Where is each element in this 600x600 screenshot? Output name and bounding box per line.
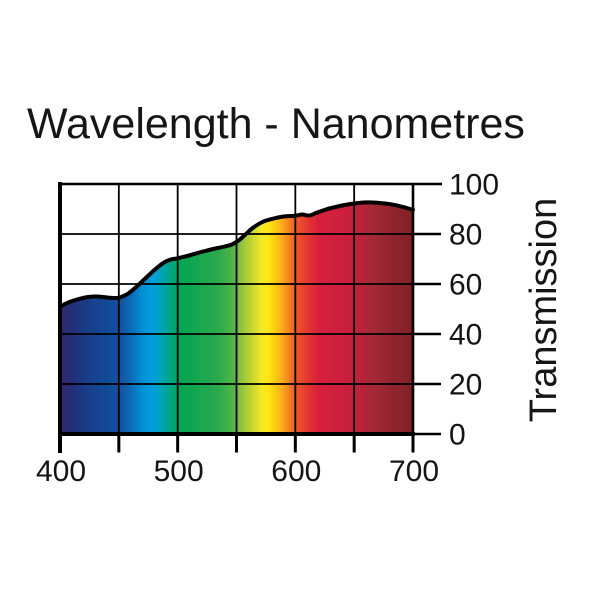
transmission-curve bbox=[58, 200, 415, 309]
y-tick-label: 60 bbox=[449, 269, 482, 302]
x-tick-label: 500 bbox=[154, 455, 204, 488]
y-tick-label: 20 bbox=[449, 369, 482, 402]
y-tick-label: 0 bbox=[449, 419, 466, 452]
x-tick-label: 700 bbox=[389, 455, 439, 488]
y-tick-label: 100 bbox=[449, 169, 499, 202]
x-tick-label: 400 bbox=[36, 455, 86, 488]
y-tick-label: 80 bbox=[449, 219, 482, 252]
x-tick-label: 600 bbox=[271, 455, 321, 488]
chart-title: Wavelength - Nanometres bbox=[27, 100, 525, 148]
y-tick-label: 40 bbox=[449, 319, 482, 352]
